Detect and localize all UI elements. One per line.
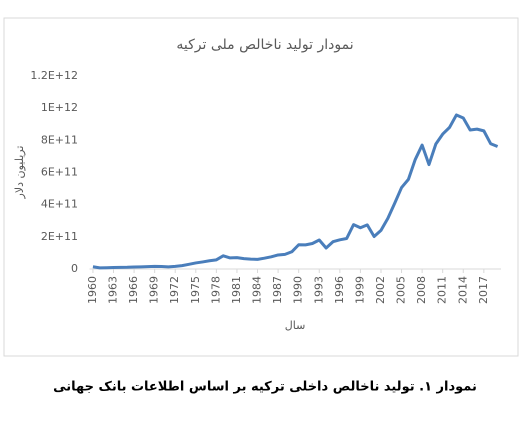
y-tick-label: 8E+11 [41, 133, 78, 146]
x-tick-label: 1978 [209, 276, 222, 304]
y-tick-label: 2E+11 [41, 230, 78, 243]
x-tick-label: 2002 [374, 276, 387, 304]
x-tick-label: 1987 [271, 276, 284, 304]
x-tick-label: 1996 [333, 276, 346, 304]
x-tick-label: 2008 [415, 276, 428, 304]
x-tick-label: 2014 [456, 276, 469, 304]
data-line [92, 113, 499, 270]
x-tick-label: 2005 [395, 276, 408, 304]
y-tick-label: 4E+11 [41, 198, 78, 211]
chart-border [3, 17, 519, 357]
x-tick-label: 1999 [353, 276, 366, 304]
y-tick-label: 6E+11 [41, 166, 78, 179]
x-tick-label: 2011 [436, 276, 449, 304]
x-tick-label: 1975 [189, 276, 202, 304]
y-tick-label: 1E+12 [41, 101, 78, 114]
y-axis-label: تریلیون دلار [13, 146, 26, 200]
x-tick-label: 1981 [230, 276, 243, 304]
x-tick-label: 1990 [292, 276, 305, 304]
x-tick-label: 1984 [251, 276, 264, 304]
x-tick-label: 1972 [168, 276, 181, 304]
x-tick-label: 1993 [312, 276, 325, 304]
x-tick-label: 1960 [86, 276, 99, 304]
chart-title: نمودار تولید ناخالص ملی ترکیه [176, 37, 353, 53]
x-tick-label: 1966 [127, 276, 140, 304]
caption: نمودار ۱. تولید ناخالص داخلی ترکیه بر اس… [53, 380, 477, 395]
x-tick-label: 1969 [148, 276, 161, 304]
y-tick-label: 1.2E+12 [30, 69, 78, 82]
y-tick-label: 0 [71, 262, 78, 275]
x-tick-label: 2017 [477, 276, 490, 304]
x-axis-label: سال [285, 319, 306, 332]
x-tick-label: 1963 [107, 276, 120, 304]
